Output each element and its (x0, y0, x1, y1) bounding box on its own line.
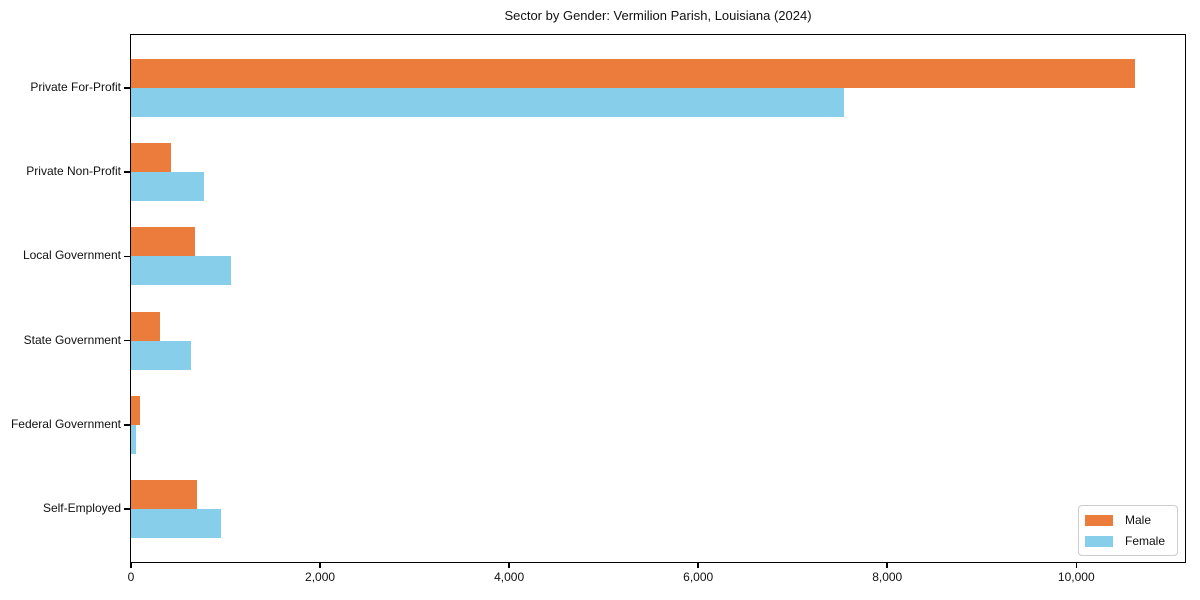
x-tick-mark (697, 562, 699, 568)
bar-male-private-for-profit (131, 59, 1135, 88)
bar-male-self-employed (131, 480, 198, 509)
y-tick-mark (124, 171, 131, 173)
y-tick-mark (124, 255, 131, 258)
x-tick-label-1: 2,000 (305, 570, 336, 584)
x-tick-label-2: 4,000 (494, 570, 525, 584)
bar-female-federal-government (131, 424, 136, 454)
bar-male-state-government (131, 311, 161, 341)
legend-item-female: Female (1084, 534, 1165, 548)
legend-swatch-female (1084, 535, 1113, 547)
bar-male-local-government (131, 227, 196, 257)
y-tick-label-private-for-profit: Private For-Profit (30, 80, 121, 94)
y-tick-mark (124, 87, 131, 89)
bar-female-state-government (131, 340, 191, 370)
x-tick-mark (886, 562, 888, 568)
y-tick-label-self-employed: Self-Employed (42, 501, 121, 515)
bar-female-private-for-profit (131, 88, 844, 117)
x-tick-mark (1075, 562, 1078, 568)
bar-female-private-non-profit (131, 172, 205, 202)
x-tick-label-3: 6,000 (683, 570, 714, 584)
y-tick-label-federal-government: Federal Government (10, 416, 121, 431)
y-tick-mark (124, 339, 131, 342)
x-tick-label-0: 0 (127, 570, 135, 584)
legend-swatch-male (1084, 514, 1113, 526)
legend-item-male: Male (1084, 513, 1165, 527)
legend-label-male: Male (1124, 513, 1151, 527)
chart-title: Sector by Gender: Vermilion Parish, Loui… (504, 8, 812, 23)
y-tick-mark (124, 508, 131, 510)
x-tick-mark (508, 562, 510, 568)
y-tick-label-local-government: Local Government (22, 248, 121, 263)
legend: Male Female (1077, 505, 1178, 556)
legend-label-female: Female (1124, 534, 1165, 548)
bar-male-federal-government (131, 395, 140, 425)
bar-female-self-employed (131, 509, 222, 538)
x-tick-label-4: 8,000 (872, 570, 903, 584)
y-tick-mark (124, 424, 131, 426)
bar-male-private-non-profit (131, 143, 171, 173)
y-tick-label-private-non-profit: Private Non-Profit (26, 164, 121, 179)
x-tick-label-5: 10,000 (1057, 570, 1095, 584)
y-tick-label-state-government: State Government (23, 332, 121, 347)
x-tick-mark (130, 562, 132, 568)
bar-female-local-government (131, 256, 232, 286)
plot-area: Male Female Private For-Profit Private Non… (11, 34, 1186, 584)
x-tick-mark (319, 562, 321, 568)
